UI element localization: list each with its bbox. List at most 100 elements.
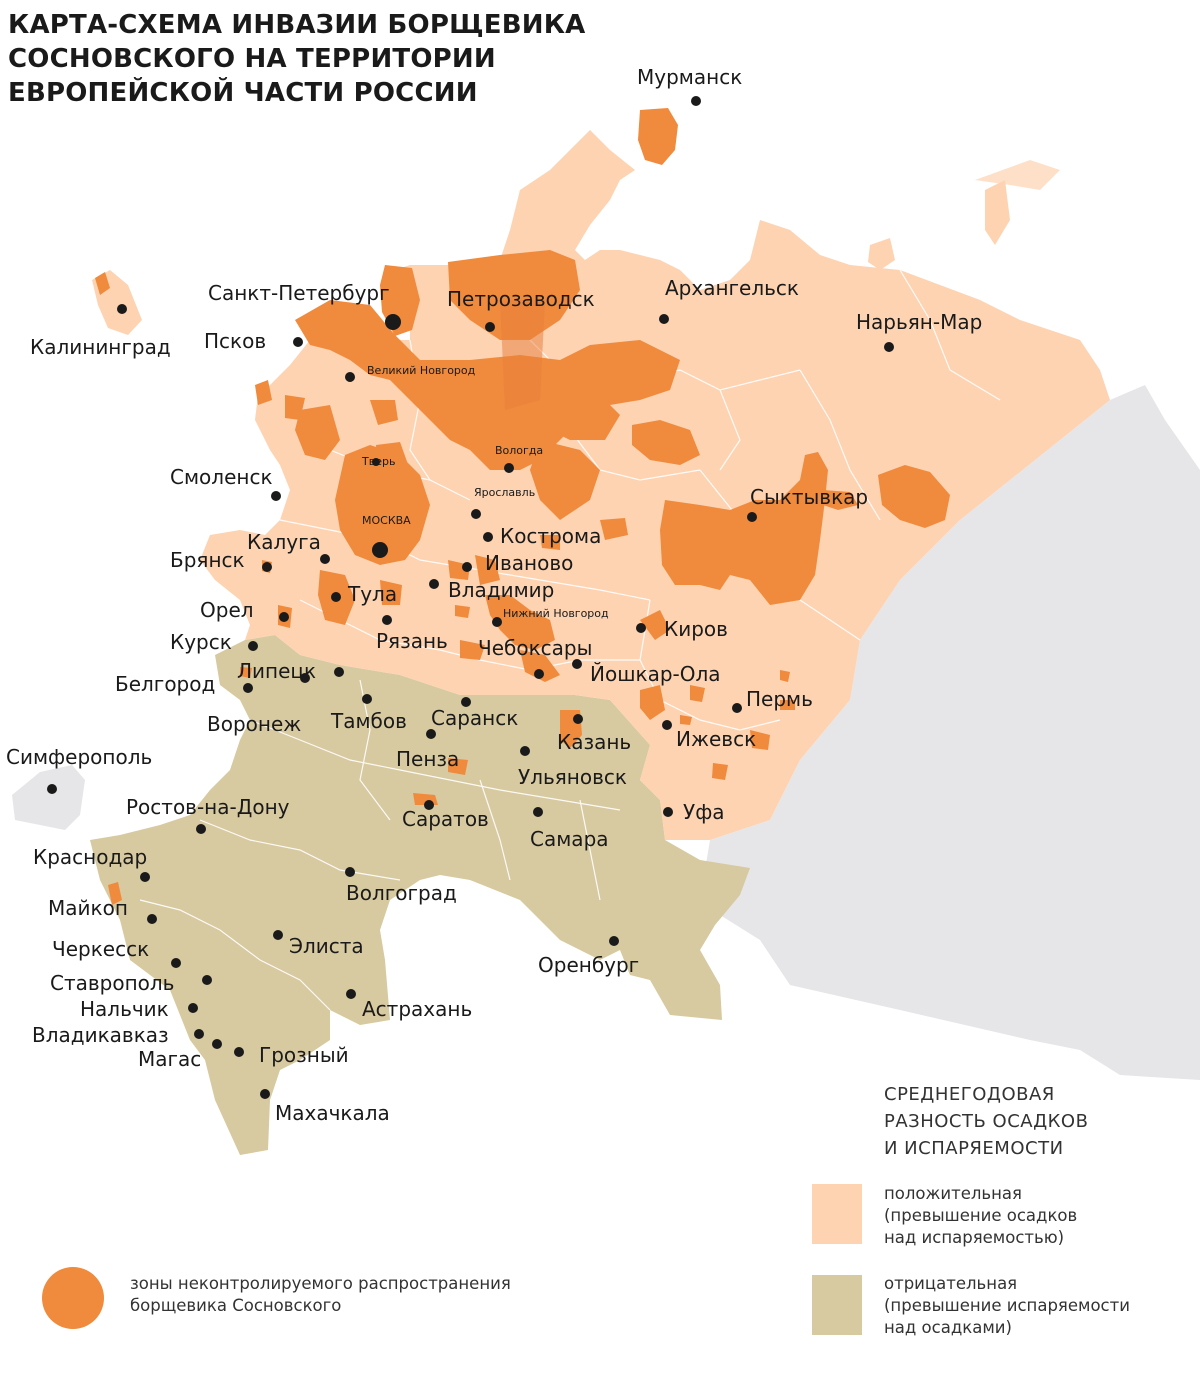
city-dot-москва bbox=[372, 542, 388, 558]
title-line-1: КАРТА-СХЕМА ИНВАЗИИ БОРЩЕВИКА bbox=[8, 10, 586, 40]
city-label-самара: Самара bbox=[530, 827, 609, 851]
city-dot-рязань bbox=[382, 615, 392, 625]
city-label-смоленск: Смоленск bbox=[170, 465, 273, 489]
city-label-махачкала: Махачкала bbox=[275, 1101, 390, 1125]
city-dot-ульяновск bbox=[520, 746, 530, 756]
city-dot-липецк bbox=[334, 667, 344, 677]
title-line-2: СОСНОВСКОГО НА ТЕРРИТОРИИ bbox=[8, 44, 496, 74]
city-label-брянск: Брянск bbox=[170, 548, 245, 572]
city-label-калуга: Калуга bbox=[247, 530, 321, 554]
city-dot-пенза bbox=[426, 729, 436, 739]
city-dot-ростов-на-дону bbox=[196, 824, 206, 834]
city-label-тамбов: Тамбов bbox=[330, 709, 407, 733]
city-dot-астрахань bbox=[346, 989, 356, 999]
city-label-кострома: Кострома bbox=[500, 524, 601, 548]
city-label-владикавказ: Владикавказ bbox=[32, 1023, 169, 1047]
city-label-псков: Псков bbox=[204, 329, 266, 353]
city-dot-кострома bbox=[483, 532, 493, 542]
city-dot-курск bbox=[248, 641, 258, 651]
invasion-overlay-karelia bbox=[500, 300, 545, 410]
positive-zone-island-2 bbox=[985, 180, 1010, 245]
city-dot-магас bbox=[212, 1039, 222, 1049]
title-line-3: ЕВРОПЕЙСКОЙ ЧАСТИ РОССИИ bbox=[8, 78, 478, 108]
city-dot-ижевск bbox=[662, 720, 672, 730]
city-label-нальчик: Нальчик bbox=[80, 997, 169, 1021]
city-dot-смоленск bbox=[271, 491, 281, 501]
city-label-воронеж: Воронеж bbox=[207, 712, 301, 736]
legend-title: СРЕДНЕГОДОВАЯ РАЗНОСТЬ ОСАДКОВ И ИСПАРЯЕ… bbox=[884, 1081, 1088, 1162]
city-label-орел: Орел bbox=[200, 598, 254, 622]
city-label-черкесск: Черкесск bbox=[52, 937, 149, 961]
outside-region-crimea bbox=[12, 765, 85, 830]
city-label-москва: МОСКВА bbox=[362, 514, 411, 527]
city-label-пермь: Пермь bbox=[746, 687, 813, 711]
legend-title-line-1: СРЕДНЕГОДОВАЯ bbox=[884, 1084, 1055, 1105]
city-label-сыктывкар: Сыктывкар bbox=[750, 485, 868, 509]
city-dot-воронеж bbox=[300, 673, 310, 683]
city-label-грозный: Грозный bbox=[259, 1043, 349, 1067]
city-label-оренбург: Оренбург bbox=[538, 953, 639, 977]
city-dot-великий-новгород bbox=[345, 372, 355, 382]
city-dot-нижний-новгород bbox=[492, 617, 502, 627]
city-dot-казань bbox=[573, 714, 583, 724]
legend-swatch-invasion bbox=[42, 1267, 104, 1329]
city-label-мурманск: Мурманск bbox=[637, 65, 742, 89]
city-label-магас: Магас bbox=[138, 1047, 201, 1071]
city-label-великий-новгород: Великий Новгород bbox=[367, 364, 476, 377]
city-dot-калининград bbox=[117, 304, 127, 314]
city-dot-грозный bbox=[234, 1047, 244, 1057]
city-dot-ставрополь bbox=[202, 975, 212, 985]
city-dot-нальчик bbox=[188, 1003, 198, 1013]
city-label-вологда: Вологда bbox=[495, 444, 543, 457]
city-dot-белгород bbox=[243, 683, 253, 693]
city-label-ульяновск: Ульяновск bbox=[518, 765, 627, 789]
positive-zone-island-3 bbox=[975, 160, 1060, 190]
city-dot-черкесск bbox=[171, 958, 181, 968]
city-label-тула: Тула bbox=[347, 582, 397, 606]
city-label-ижевск: Ижевск bbox=[676, 727, 756, 751]
legend-label-negative: отрицательная (превышение испаряемости н… bbox=[884, 1274, 1130, 1337]
city-dot-элиста bbox=[273, 930, 283, 940]
legend-title-line-3: И ИСПАРЯЕМОСТИ bbox=[884, 1138, 1064, 1159]
city-dot-иваново bbox=[462, 562, 472, 572]
legend-swatch-negative bbox=[812, 1275, 862, 1335]
city-dot-оренбург bbox=[609, 936, 619, 946]
city-label-нижний-новгород: Нижний Новгород bbox=[503, 607, 609, 620]
city-dot-пермь bbox=[732, 703, 742, 713]
city-dot-владимир bbox=[429, 579, 439, 589]
invasion-zones bbox=[95, 108, 950, 905]
city-label-курск: Курск bbox=[170, 630, 232, 654]
city-dot-брянск bbox=[262, 562, 272, 572]
city-dot-мурманск bbox=[691, 96, 701, 106]
city-label-рязань: Рязань bbox=[376, 629, 448, 653]
legend-label-invasion: зоны неконтролируемого распространения б… bbox=[130, 1274, 511, 1315]
city-dot-архангельск bbox=[659, 314, 669, 324]
city-label-санкт-петербург: Санкт-Петербург bbox=[208, 281, 390, 305]
city-label-калининград: Калининград bbox=[30, 335, 171, 359]
city-dot-майкоп bbox=[147, 914, 157, 924]
city-dot-волгоград bbox=[345, 867, 355, 877]
city-label-петрозаводск: Петрозаводск bbox=[447, 287, 595, 311]
city-dot-орел bbox=[279, 612, 289, 622]
city-label-элиста: Элиста bbox=[289, 934, 364, 958]
city-dot-сыктывкар bbox=[747, 512, 757, 522]
city-label-ставрополь: Ставрополь bbox=[50, 971, 174, 995]
city-dot-саранск bbox=[461, 697, 471, 707]
city-dot-симферополь bbox=[47, 784, 57, 794]
city-dot-уфа bbox=[663, 807, 673, 817]
city-label-чебоксары: Чебоксары bbox=[478, 636, 592, 660]
outside-region-east bbox=[705, 385, 1200, 1080]
city-label-волгоград: Волгоград bbox=[346, 881, 457, 905]
city-label-майкоп: Майкоп bbox=[48, 896, 128, 920]
city-label-иваново: Иваново bbox=[485, 551, 573, 575]
city-label-белгород: Белгород bbox=[115, 672, 215, 696]
city-dot-самара bbox=[533, 807, 543, 817]
city-markers: Мурманск Архангельск Нарьян-Мар Санкт-Петер… bbox=[6, 65, 982, 1125]
city-label-ярославль: Ярославль bbox=[474, 486, 535, 499]
legend-label-positive: положительная (превышение осадков над ис… bbox=[884, 1184, 1078, 1247]
city-label-краснодар: Краснодар bbox=[33, 845, 147, 869]
city-dot-чебоксары bbox=[534, 669, 544, 679]
city-label-саранск: Саранск bbox=[431, 706, 518, 730]
city-label-тверь: Тверь bbox=[361, 455, 395, 468]
